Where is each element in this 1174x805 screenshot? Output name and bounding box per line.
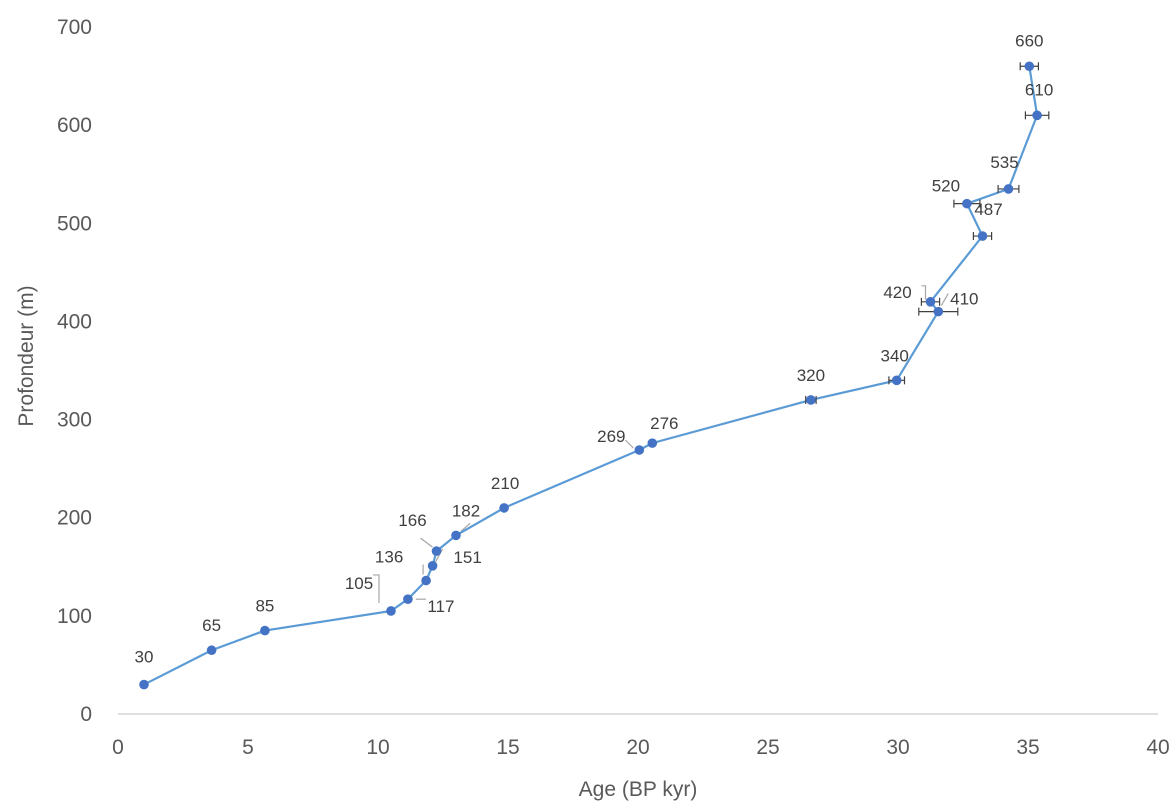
data-label: 660 (1015, 31, 1043, 50)
data-point (1032, 110, 1042, 121)
x-tick-label: 25 (756, 736, 779, 759)
data-point (451, 530, 461, 541)
data-label: 535 (990, 153, 1018, 172)
x-tick-label: 0 (112, 736, 124, 759)
data-label: 420 (883, 283, 911, 302)
data-point (139, 679, 149, 690)
label-leader-line (420, 537, 433, 548)
data-points (139, 61, 1042, 690)
data-point (260, 625, 270, 636)
data-point (891, 375, 902, 386)
data-label: 65 (202, 616, 221, 635)
data-point (962, 198, 972, 209)
y-axis-title: Profondeur (m) (15, 285, 38, 426)
data-label: 151 (453, 548, 481, 567)
data-point (977, 231, 988, 241)
data-point (1003, 184, 1014, 194)
data-point (806, 395, 816, 405)
data-label: 276 (650, 414, 678, 433)
x-tick-label: 10 (366, 736, 389, 759)
y-tick-label: 200 (57, 507, 92, 530)
data-label: 136 (375, 548, 403, 567)
data-label: 85 (255, 597, 274, 616)
y-tick-label: 700 (57, 16, 92, 39)
data-label: 30 (135, 648, 154, 667)
data-labels: 30 65 85 105 117 136 151 166 182 210 269 276 320 340 4… (135, 31, 1054, 666)
data-point (499, 503, 509, 513)
label-leader-line (940, 293, 949, 306)
data-label: 269 (597, 427, 625, 446)
x-axis-title: Age (BP kyr) (579, 778, 698, 801)
data-label: 105 (345, 574, 373, 593)
x-tick-label: 35 (1016, 736, 1039, 759)
data-point (403, 594, 413, 604)
data-label: 487 (974, 200, 1002, 219)
x-tick-labels: 0 5 10 15 20 25 30 35 40 (112, 736, 1170, 759)
x-tick-label: 40 (1146, 736, 1169, 759)
x-tick-label: 20 (626, 736, 649, 759)
label-leader-line (921, 285, 927, 300)
data-label: 182 (452, 501, 480, 520)
data-label: 320 (797, 366, 825, 385)
label-leader-line (624, 439, 634, 449)
error-bars (805, 62, 1050, 404)
x-tick-label: 5 (242, 736, 254, 759)
data-point (925, 297, 936, 307)
x-tick-label: 30 (886, 736, 909, 759)
label-leader-lines (373, 285, 949, 603)
y-tick-labels: 0 100 200 300 400 500 600 700 (57, 16, 92, 726)
data-point (933, 306, 944, 317)
y-tick-label: 600 (57, 114, 92, 137)
data-point (431, 546, 442, 556)
data-point (634, 445, 645, 455)
y-tick-label: 100 (57, 605, 92, 628)
data-point (647, 438, 658, 448)
data-label: 610 (1025, 80, 1053, 99)
data-point (1024, 61, 1035, 72)
label-leader-line (435, 548, 444, 563)
label-leader-line (460, 522, 471, 532)
data-point (427, 561, 438, 571)
data-label: 410 (950, 290, 978, 309)
x-tick-label: 15 (496, 736, 519, 759)
data-label: 520 (932, 177, 960, 196)
data-label: 340 (881, 346, 909, 365)
series-line (143, 66, 1039, 686)
data-point (386, 606, 396, 616)
data-point (421, 575, 431, 586)
label-leader-line (373, 574, 380, 603)
y-tick-label: 300 (57, 409, 92, 432)
y-tick-label: 400 (57, 310, 92, 333)
y-tick-label: 0 (80, 703, 92, 726)
data-label: 210 (491, 474, 519, 493)
data-point (206, 645, 217, 656)
data-label: 166 (398, 511, 426, 530)
data-label: 117 (427, 597, 454, 616)
y-tick-label: 500 (57, 212, 92, 235)
